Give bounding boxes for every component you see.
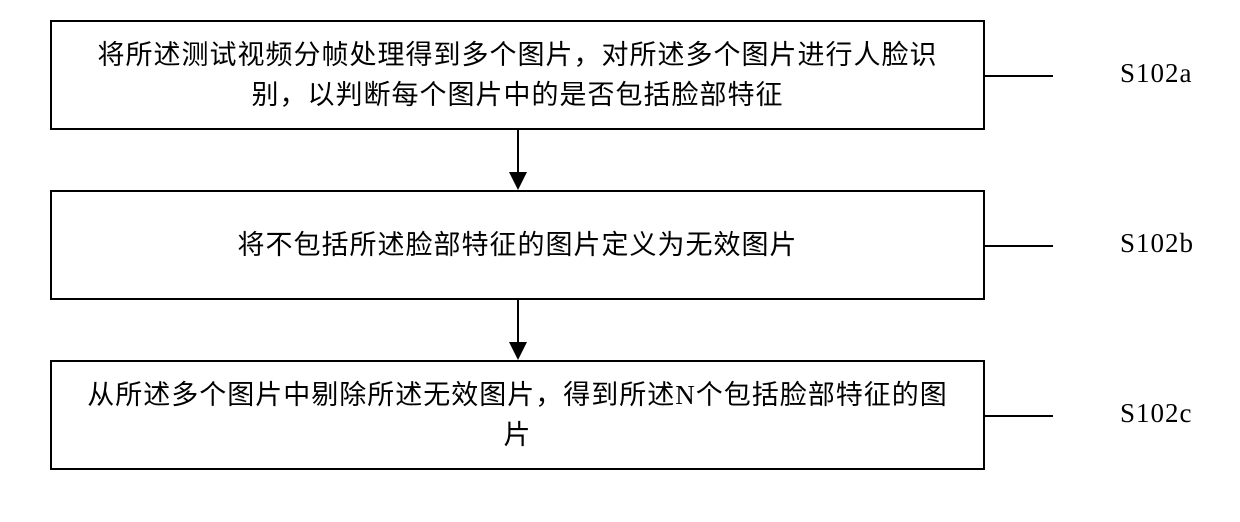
step-label-s102a: S102a <box>1120 58 1193 89</box>
connector-line <box>984 415 1053 417</box>
connector-line <box>984 75 1053 77</box>
arrow-2 <box>50 300 985 360</box>
step-text: 将所述测试视频分帧处理得到多个图片，对所述多个图片进行人脸识别，以判断每个图片中… <box>82 35 953 116</box>
flowchart-step-s102b: 将不包括所述脸部特征的图片定义为无效图片 <box>50 190 985 300</box>
connector-line <box>984 245 1053 247</box>
arrow-down-icon <box>503 300 533 360</box>
flowchart-step-s102a: 将所述测试视频分帧处理得到多个图片，对所述多个图片进行人脸识别，以判断每个图片中… <box>50 20 985 130</box>
step-text: 从所述多个图片中剔除所述无效图片，得到所述N个包括脸部特征的图片 <box>82 375 953 456</box>
step-label-s102c: S102c <box>1120 398 1193 429</box>
step-text: 将不包括所述脸部特征的图片定义为无效图片 <box>238 225 798 266</box>
arrow-down-icon <box>503 130 533 190</box>
step-label-s102b: S102b <box>1120 228 1194 259</box>
flowchart-step-s102c: 从所述多个图片中剔除所述无效图片，得到所述N个包括脸部特征的图片 <box>50 360 985 470</box>
arrow-1 <box>50 130 985 190</box>
